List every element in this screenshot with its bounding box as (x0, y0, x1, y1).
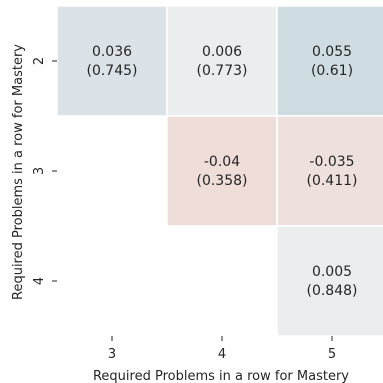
y-tick-label: 3 (32, 167, 47, 175)
y-tick-label: 4 (32, 277, 47, 285)
heatmap-cells: 0.036 (0.745) 0.006 (0.773) 0.055 (0.61) -0.04… (56, 5, 383, 337)
cell-p-value-label: (0.848) (306, 283, 357, 299)
cell-value-label: 0.036 (92, 44, 132, 60)
heatmap-cell (166, 115, 278, 227)
cell-p-value-label: (0.411) (306, 173, 357, 189)
heatmap-cell (276, 5, 383, 117)
x-tick-label: 5 (328, 347, 336, 362)
cell-value-label: 0.055 (312, 44, 352, 60)
heatmap-cell (56, 5, 168, 117)
cell-value-label: 0.005 (312, 264, 352, 280)
cell-p-value-label: (0.358) (196, 173, 247, 189)
x-axis-label: Required Problems in a row for Mastery (93, 369, 349, 383)
cell-p-value-label: (0.745) (86, 63, 137, 79)
x-tick-label: 3 (108, 347, 116, 362)
x-axis-ticks: 3 4 5 (108, 336, 336, 362)
cell-value-label: -0.035 (309, 154, 354, 170)
y-axis-label: Required Problems in a row for Mastery (11, 44, 26, 300)
x-tick-label: 4 (218, 347, 226, 362)
y-axis-ticks: 2 3 4 (32, 57, 57, 285)
cell-value-label: -0.04 (204, 154, 240, 170)
heatmap-cell (276, 115, 383, 227)
heatmap-cell (276, 225, 383, 337)
y-tick-label: 2 (32, 57, 47, 65)
heatmap-cell (166, 5, 278, 117)
cell-p-value-label: (0.61) (311, 63, 353, 79)
cell-p-value-label: (0.773) (196, 63, 247, 79)
cell-value-label: 0.006 (202, 44, 242, 60)
